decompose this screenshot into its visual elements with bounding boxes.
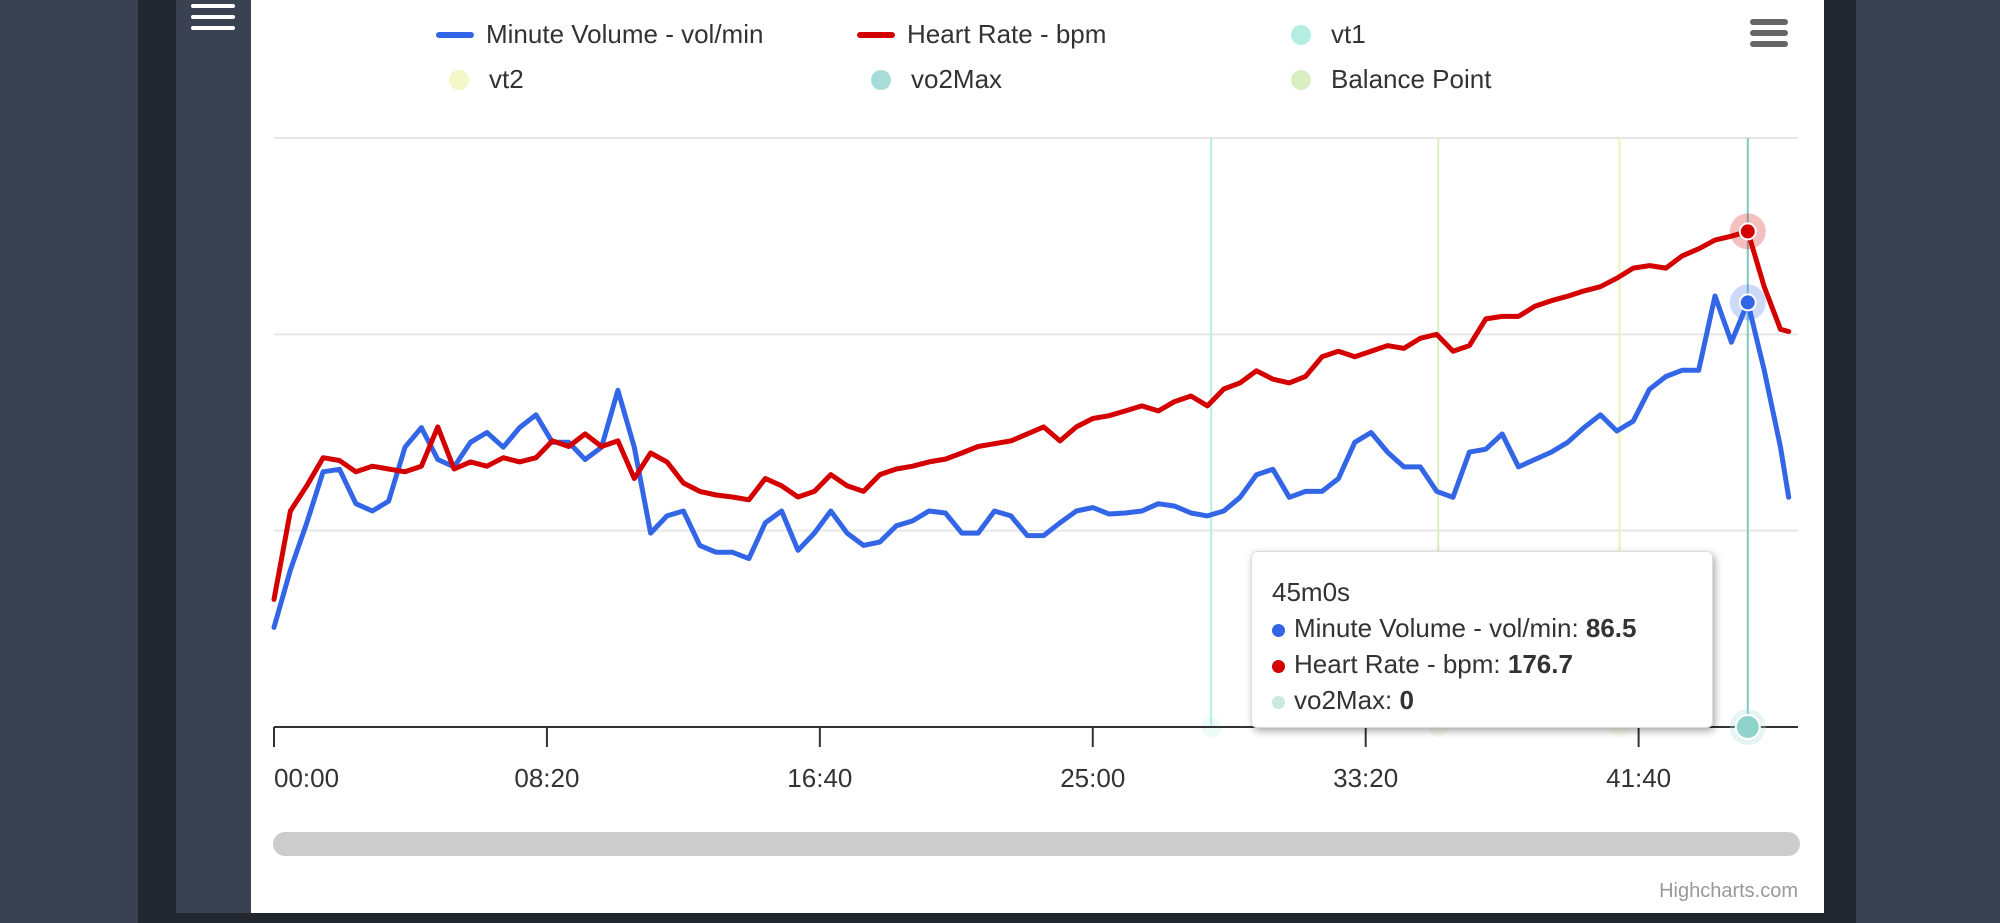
hamburger-menu-icon[interactable] (191, 4, 235, 37)
chart-scrollbar[interactable] (273, 832, 1800, 856)
legend-label: Minute Volume - vol/min (486, 19, 764, 49)
background-bottom (138, 913, 1856, 923)
tooltip-row-vo2max: vo2Max: 0 (1272, 682, 1712, 718)
legend-label: Balance Point (1331, 64, 1492, 94)
x-tick-label: 41:40 (1606, 763, 1671, 793)
legend-line-icon (857, 31, 895, 38)
legend-dot-icon (871, 69, 891, 90)
series-dot-icon (1272, 623, 1285, 637)
tooltip-value: 86.5 (1585, 613, 1637, 643)
series-line-minute-volume (271, 293, 1792, 630)
x-tick-label: 08:20 (514, 763, 579, 793)
x-tick-label: 16:40 (787, 763, 852, 793)
x-tick-label: 00:00 (274, 763, 339, 793)
chart-context-menu-icon[interactable] (1750, 19, 1788, 52)
highcharts-credits-link[interactable]: Highcharts.com (1659, 880, 1798, 902)
tooltip-value: 0 (1399, 685, 1414, 715)
legend-label: vo2Max (911, 64, 1003, 94)
chart-card (251, 0, 1824, 913)
series-line-heart-rate (271, 228, 1792, 602)
hover-marker-minute-volume (1738, 293, 1757, 312)
series-dot-icon (1272, 695, 1285, 709)
legend-dot-icon (1291, 24, 1311, 45)
chart-tooltip: 45m0s Minute Volume - vol/min: 86.5 Hear… (1251, 551, 1713, 728)
tooltip-title: 45m0s (1272, 577, 1351, 607)
x-tick-label: 25:00 (1060, 763, 1125, 793)
legend-dot-icon (1291, 69, 1311, 90)
sidebar (176, 0, 251, 923)
legend-item-vt1[interactable]: vt1 (1283, 19, 1366, 50)
background-strip (138, 0, 176, 923)
legend-item-heart-rate-bpm[interactable]: Heart Rate - bpm (857, 19, 1106, 50)
hover-marker-heart-rate (1738, 222, 1757, 241)
legend-label: vt1 (1331, 19, 1366, 49)
legend-label: vt2 (489, 64, 524, 94)
legend-item-vt2[interactable]: vt2 (441, 64, 524, 95)
legend-item-balance-point[interactable]: Balance Point (1283, 64, 1491, 95)
legend-label: Heart Rate - bpm (907, 19, 1107, 49)
legend-dot-icon (449, 69, 469, 90)
legend-item-minute-volume-vol-min[interactable]: Minute Volume - vol/min (436, 19, 763, 50)
tooltip-row-minute-volume: Minute Volume - vol/min: 86.5 (1272, 610, 1712, 646)
legend-item-vo2max[interactable]: vo2Max (863, 64, 1002, 95)
tooltip-row-heart-rate: Heart Rate - bpm: 176.7 (1272, 646, 1712, 682)
background-strip-right (1824, 0, 1856, 923)
hover-marker-vo2max (1734, 714, 1761, 740)
series-dot-icon (1272, 659, 1285, 673)
legend-line-icon (436, 31, 474, 38)
tooltip-value: 176.7 (1507, 649, 1573, 679)
x-tick-label: 33:20 (1333, 763, 1398, 793)
